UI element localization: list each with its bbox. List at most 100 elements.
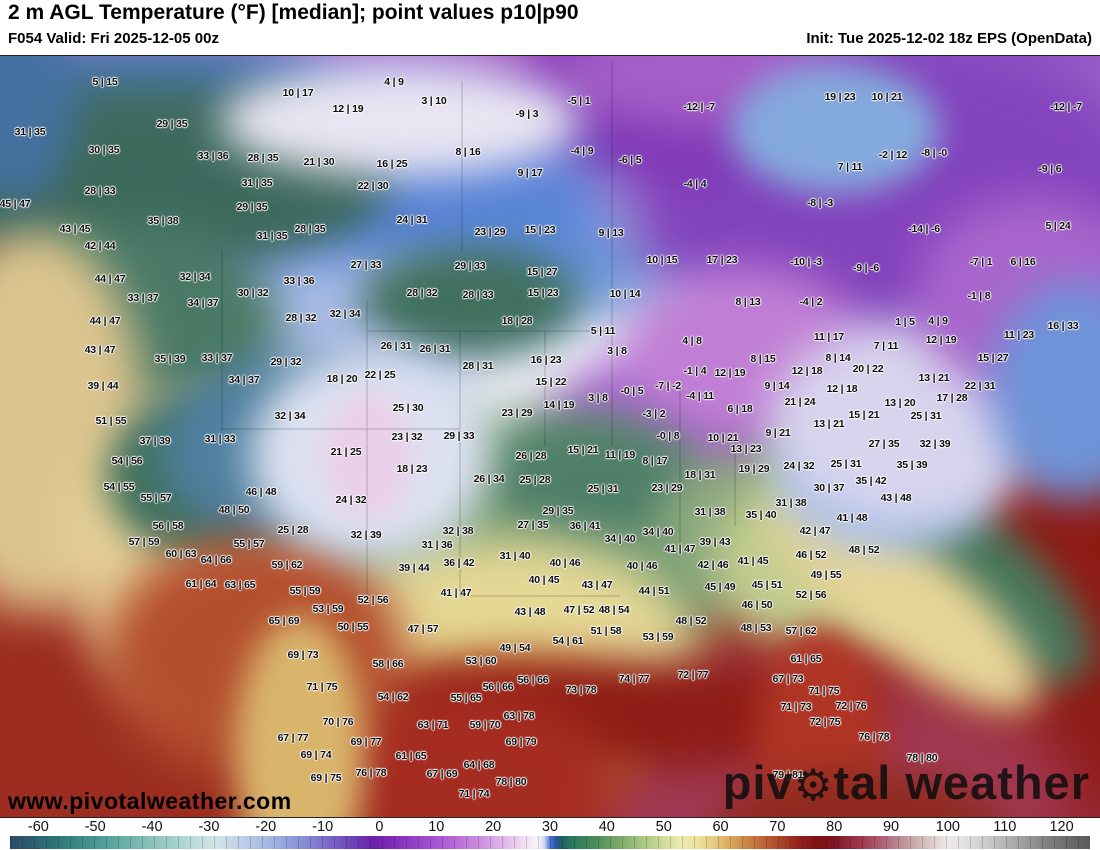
point-value: 69 | 79 bbox=[505, 736, 537, 748]
point-value: 10 | 21 bbox=[707, 432, 739, 444]
point-value: 45 | 47 bbox=[0, 198, 31, 210]
point-value: 11 | 23 bbox=[1003, 329, 1035, 341]
point-value: 56 | 66 bbox=[482, 681, 514, 693]
point-value: 69 | 75 bbox=[310, 772, 342, 784]
colorbar-tick: -50 bbox=[84, 819, 106, 835]
point-value: 42 | 47 bbox=[799, 525, 831, 537]
colorbar-tick: -20 bbox=[255, 819, 277, 835]
point-value: -7 | 1 bbox=[969, 256, 993, 268]
point-value: 32 | 38 bbox=[442, 525, 474, 537]
point-value: 29 | 33 bbox=[443, 430, 475, 442]
point-value: 10 | 21 bbox=[871, 91, 903, 103]
point-value: 4 | 9 bbox=[928, 315, 948, 327]
point-value: 23 | 29 bbox=[501, 407, 533, 419]
colorbar-tick: 90 bbox=[882, 819, 900, 835]
point-value: 13 | 21 bbox=[918, 372, 950, 384]
point-value: 36 | 42 bbox=[443, 557, 475, 569]
point-value: 34 | 37 bbox=[187, 297, 219, 309]
point-value: 15 | 27 bbox=[526, 266, 558, 278]
point-value: -4 | 2 bbox=[799, 296, 823, 308]
map-surface: 5 | 15 10 | 17 12 | 19 29 | 35 31 | 35 30 | 3… bbox=[0, 55, 1100, 818]
point-value: 5 | 15 bbox=[92, 76, 118, 88]
point-value: 7 | 11 bbox=[837, 161, 863, 173]
point-value: 67 | 77 bbox=[277, 732, 309, 744]
point-value: 40 | 45 bbox=[528, 574, 560, 586]
point-value: 76 | 78 bbox=[355, 767, 387, 779]
point-value: 69 | 74 bbox=[300, 749, 332, 761]
point-value: 18 | 23 bbox=[396, 463, 428, 475]
colorbar-gradient-strip bbox=[10, 836, 1090, 849]
point-value: -2 | 12 bbox=[878, 149, 908, 161]
point-value: 46 | 52 bbox=[795, 549, 827, 561]
point-value: 8 | 14 bbox=[825, 352, 851, 364]
point-value: -4 | 4 bbox=[683, 178, 707, 190]
colorbar-tick: 110 bbox=[993, 819, 1017, 835]
point-value: 71 | 74 bbox=[458, 788, 490, 800]
brand-text-right: tal weather bbox=[833, 756, 1090, 809]
point-value: 36 | 41 bbox=[569, 520, 601, 532]
point-value: 24 | 31 bbox=[396, 214, 428, 226]
gear-icon: ⚙ bbox=[793, 762, 834, 810]
point-value: 21 | 24 bbox=[784, 396, 816, 408]
point-value: 44 | 47 bbox=[94, 273, 126, 285]
point-value: 54 | 61 bbox=[552, 635, 584, 647]
point-value: 32 | 34 bbox=[179, 271, 211, 283]
field-blob bbox=[323, 391, 413, 521]
field-blob bbox=[730, 64, 940, 194]
point-value: 8 | 17 bbox=[642, 455, 668, 467]
point-value: 71 | 75 bbox=[306, 681, 338, 693]
point-value: 23 | 32 bbox=[391, 431, 423, 443]
point-value: 64 | 66 bbox=[200, 554, 232, 566]
point-value: 65 | 69 bbox=[268, 615, 300, 627]
point-value: 33 | 36 bbox=[283, 275, 315, 287]
point-value: 9 | 13 bbox=[598, 227, 624, 239]
point-value: 22 | 31 bbox=[964, 380, 996, 392]
point-value: -5 | 1 bbox=[567, 95, 591, 107]
colorbar-tick-labels: -60 -50 -40 -30 -20 -10 0 10 20 30 40 50 60 70 80 90 100… bbox=[10, 819, 1090, 835]
point-value: 5 | 11 bbox=[590, 325, 616, 337]
point-value: 31 | 35 bbox=[241, 177, 273, 189]
point-value: 61 | 64 bbox=[185, 578, 217, 590]
point-value: 25 | 31 bbox=[910, 410, 942, 422]
point-value: 53 | 59 bbox=[312, 603, 344, 615]
point-value: 74 | 77 bbox=[618, 673, 650, 685]
point-value: 25 | 31 bbox=[830, 458, 862, 470]
init-time-label: Init: Tue 2025-12-02 18z EPS (OpenData) bbox=[806, 30, 1092, 47]
point-value: -12 | -7 bbox=[683, 101, 715, 113]
field-blob bbox=[220, 66, 580, 176]
point-value: 1 | 5 bbox=[895, 316, 915, 328]
point-value: -8 | -3 bbox=[806, 197, 834, 209]
point-value: 33 | 37 bbox=[127, 292, 159, 304]
point-value: 6 | 16 bbox=[1010, 256, 1036, 268]
point-value: 18 | 31 bbox=[684, 469, 716, 481]
point-value: -4 | 9 bbox=[570, 145, 594, 157]
point-value: 45 | 51 bbox=[751, 579, 783, 591]
point-value: 9 | 14 bbox=[764, 380, 790, 392]
point-value: 48 | 52 bbox=[675, 615, 707, 627]
point-value: 20 | 22 bbox=[852, 363, 884, 375]
colorbar-tick: 80 bbox=[826, 819, 843, 835]
point-value: 19 | 23 bbox=[824, 91, 856, 103]
point-value: 78 | 80 bbox=[906, 752, 938, 764]
point-value: 32 | 34 bbox=[329, 308, 361, 320]
colorbar-tick: -30 bbox=[198, 819, 220, 835]
point-value: 60 | 63 bbox=[165, 548, 197, 560]
point-value: 16 | 25 bbox=[376, 158, 408, 170]
point-value: 27 | 35 bbox=[517, 519, 549, 531]
point-value: -7 | -2 bbox=[654, 380, 682, 392]
point-value: 31 | 38 bbox=[694, 506, 726, 518]
brand-text-left: piv bbox=[722, 756, 794, 809]
colorbar-tick: 30 bbox=[541, 819, 559, 835]
point-value: 29 | 35 bbox=[156, 118, 188, 130]
point-value: 28 | 33 bbox=[84, 185, 116, 197]
point-value: 42 | 44 bbox=[84, 240, 116, 252]
point-value: 15 | 21 bbox=[567, 444, 599, 456]
point-value: 31 | 38 bbox=[775, 497, 807, 509]
point-value: 14 | 19 bbox=[543, 399, 575, 411]
point-value: 12 | 19 bbox=[925, 334, 957, 346]
point-value: 12 | 19 bbox=[714, 367, 746, 379]
point-value: -12 | -7 bbox=[1050, 101, 1082, 113]
point-value: 16 | 23 bbox=[530, 354, 562, 366]
point-value: 31 | 35 bbox=[14, 126, 46, 138]
point-value: 48 | 50 bbox=[218, 504, 250, 516]
